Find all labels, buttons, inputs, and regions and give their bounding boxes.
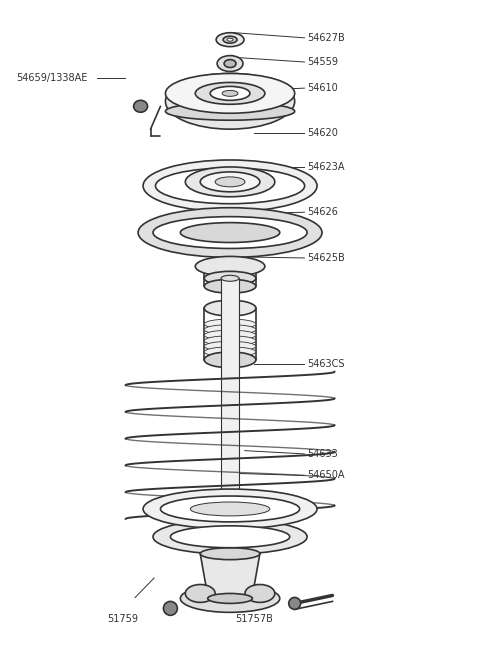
Text: 5463CS: 5463CS bbox=[307, 359, 344, 369]
Ellipse shape bbox=[195, 82, 265, 104]
Ellipse shape bbox=[166, 74, 295, 129]
Ellipse shape bbox=[170, 526, 290, 548]
Text: 54559: 54559 bbox=[307, 57, 338, 67]
Ellipse shape bbox=[185, 167, 275, 196]
Ellipse shape bbox=[200, 172, 260, 192]
Ellipse shape bbox=[143, 160, 317, 212]
Ellipse shape bbox=[223, 36, 237, 43]
Ellipse shape bbox=[216, 33, 244, 47]
Text: 54623A: 54623A bbox=[307, 162, 344, 171]
Text: 54659/1338AE: 54659/1338AE bbox=[16, 74, 87, 83]
Text: 54627B: 54627B bbox=[307, 33, 345, 43]
Ellipse shape bbox=[138, 208, 322, 258]
Ellipse shape bbox=[204, 342, 256, 351]
Text: 54620: 54620 bbox=[307, 127, 338, 137]
Ellipse shape bbox=[204, 352, 256, 368]
Ellipse shape bbox=[133, 101, 147, 112]
Ellipse shape bbox=[222, 91, 238, 97]
Ellipse shape bbox=[180, 585, 280, 612]
Ellipse shape bbox=[153, 217, 307, 248]
Ellipse shape bbox=[204, 271, 256, 285]
Ellipse shape bbox=[221, 526, 239, 532]
Ellipse shape bbox=[204, 319, 256, 329]
Ellipse shape bbox=[208, 593, 252, 603]
Ellipse shape bbox=[204, 336, 256, 346]
Ellipse shape bbox=[204, 325, 256, 334]
Ellipse shape bbox=[195, 256, 265, 277]
Ellipse shape bbox=[190, 502, 270, 516]
Ellipse shape bbox=[180, 223, 280, 242]
Ellipse shape bbox=[215, 177, 245, 187]
Ellipse shape bbox=[166, 102, 295, 120]
Ellipse shape bbox=[160, 496, 300, 522]
Ellipse shape bbox=[224, 60, 236, 68]
Ellipse shape bbox=[153, 520, 307, 555]
Text: 54626: 54626 bbox=[307, 207, 338, 217]
Polygon shape bbox=[200, 554, 260, 599]
Text: 51759: 51759 bbox=[108, 614, 139, 624]
Ellipse shape bbox=[166, 74, 295, 113]
Ellipse shape bbox=[288, 597, 300, 609]
Ellipse shape bbox=[221, 275, 239, 281]
Text: 54650A: 54650A bbox=[307, 470, 344, 480]
Ellipse shape bbox=[143, 489, 317, 529]
Ellipse shape bbox=[217, 56, 243, 72]
Ellipse shape bbox=[204, 330, 256, 340]
Ellipse shape bbox=[227, 38, 233, 41]
Ellipse shape bbox=[200, 548, 260, 560]
Text: 54633: 54633 bbox=[307, 449, 337, 459]
Ellipse shape bbox=[204, 300, 256, 316]
Text: 54610: 54610 bbox=[307, 83, 337, 93]
Text: 51757B: 51757B bbox=[235, 614, 273, 624]
Ellipse shape bbox=[204, 279, 256, 293]
Ellipse shape bbox=[210, 87, 250, 101]
Ellipse shape bbox=[156, 168, 305, 204]
Ellipse shape bbox=[204, 347, 256, 357]
Ellipse shape bbox=[164, 601, 178, 616]
Ellipse shape bbox=[185, 585, 215, 602]
Bar bbox=[221, 279, 239, 529]
Text: 54625B: 54625B bbox=[307, 253, 345, 263]
Ellipse shape bbox=[245, 585, 275, 602]
